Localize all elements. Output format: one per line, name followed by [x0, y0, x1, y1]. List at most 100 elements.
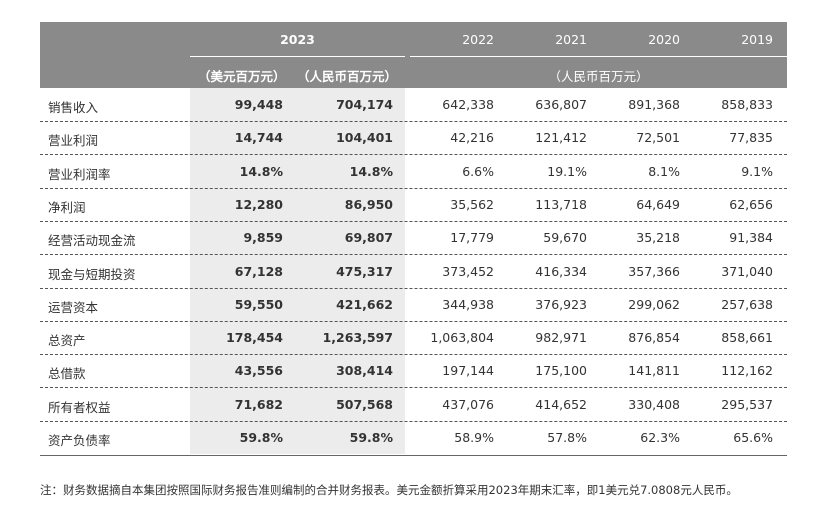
cell: 9,859	[243, 230, 283, 246]
cell: 67,128	[234, 263, 283, 279]
row-label: 营业利润率	[48, 166, 111, 182]
cell: 59,670	[543, 230, 587, 246]
cell: 43,556	[234, 363, 283, 379]
cell: 65.6%	[733, 430, 773, 445]
row-separator	[40, 254, 787, 256]
cell: 416,334	[535, 263, 587, 279]
row-separator	[40, 154, 787, 156]
cell: 475,317	[336, 263, 393, 279]
row-separator	[40, 121, 787, 122]
unit-header: （人民币百万元）	[548, 69, 649, 84]
cell: 876,854	[628, 330, 680, 346]
row-label: 销售收入	[48, 100, 99, 115]
cell: 308,414	[336, 363, 393, 379]
cell: 104,401	[336, 130, 393, 146]
unit-header: （人民币百万元）	[297, 69, 398, 84]
cell: 371,040	[721, 263, 773, 279]
row-label: 现金与短期投资	[48, 266, 136, 282]
cell: 35,562	[450, 196, 494, 212]
cell: 17,779	[450, 230, 494, 246]
cell: 421,662	[336, 296, 393, 312]
cell: 6.6%	[462, 163, 494, 179]
row-separator	[40, 387, 787, 389]
footnote: 注：财务数据摘自本集团按照国际财务报告准则编制的合并财务报表。美元金额折算采用2…	[40, 483, 738, 497]
header-bg	[40, 22, 787, 88]
cell: 86,950	[344, 196, 393, 212]
cell: 12,280	[234, 196, 283, 212]
cell: 507,568	[336, 396, 393, 412]
cell: 437,076	[442, 396, 494, 412]
cell: 141,811	[628, 363, 680, 379]
row-label: 资产负债率	[48, 433, 111, 448]
row-label: 总资产	[48, 333, 86, 349]
row-separator	[40, 220, 787, 222]
cell: 91,384	[729, 230, 773, 246]
row-separator	[40, 354, 787, 356]
cell: 373,452	[442, 263, 494, 279]
bottom-rule	[40, 455, 787, 456]
cell: 59.8%	[239, 430, 283, 445]
cell: 197,144	[442, 363, 494, 379]
row-separator	[40, 287, 787, 289]
highlight-column	[190, 88, 405, 454]
cell: 295,537	[721, 396, 773, 412]
cell: 59.8%	[349, 430, 393, 445]
header-rule	[410, 56, 787, 57]
cell: 99,448	[234, 97, 283, 112]
cell: 112,162	[721, 363, 773, 379]
cell: 1,063,804	[430, 330, 494, 346]
year-header: 2022	[462, 32, 494, 47]
cell: 59,550	[234, 296, 283, 312]
cell: 858,661	[721, 330, 773, 346]
row-label: 运营资本	[48, 299, 99, 315]
row-separator	[40, 187, 787, 189]
cell: 642,338	[442, 97, 494, 112]
row-label: 净利润	[48, 199, 86, 215]
unit-header: （美元百万元）	[198, 69, 286, 84]
row-label: 总借款	[48, 366, 86, 382]
cell: 8.1%	[648, 163, 680, 179]
cell: 344,938	[442, 296, 494, 312]
cell: 175,100	[535, 363, 587, 379]
cell: 62,656	[729, 196, 773, 212]
year-header: 2021	[555, 32, 587, 47]
cell: 62.3%	[640, 430, 680, 445]
cell: 69,807	[344, 230, 393, 246]
cell: 891,368	[628, 97, 680, 112]
cell: 1,263,597	[322, 330, 393, 346]
cell: 704,174	[336, 97, 393, 112]
cell: 42,216	[450, 130, 494, 146]
row-separator	[40, 320, 787, 322]
row-label: 经营活动现金流	[48, 233, 136, 249]
row-label: 所有者权益	[48, 399, 111, 415]
year-header: 2020	[648, 32, 680, 47]
header-rule	[190, 56, 405, 57]
cell: 376,923	[535, 296, 587, 312]
cell: 19.1%	[547, 163, 587, 179]
cell: 77,835	[729, 130, 773, 146]
year-header: 2023	[280, 32, 315, 47]
cell: 299,062	[628, 296, 680, 312]
cell: 72,501	[636, 130, 680, 146]
cell: 14,744	[234, 130, 283, 146]
cell: 58.9%	[454, 430, 494, 445]
cell: 14.8%	[239, 163, 283, 179]
row-separator	[40, 420, 787, 422]
cell: 357,366	[628, 263, 680, 279]
cell: 57.8%	[547, 430, 587, 445]
cell: 121,412	[535, 130, 587, 146]
cell: 858,833	[721, 97, 773, 112]
year-header: 2019	[741, 32, 773, 47]
cell: 64,649	[636, 196, 680, 212]
cell: 9.1%	[741, 163, 773, 179]
row-label: 营业利润	[48, 133, 99, 149]
cell: 35,218	[636, 230, 680, 246]
cell: 330,408	[628, 396, 680, 412]
cell: 71,682	[234, 396, 283, 412]
cell: 178,454	[226, 330, 283, 346]
cell: 257,638	[721, 296, 773, 312]
cell: 414,652	[535, 396, 587, 412]
cell: 636,807	[535, 97, 587, 112]
cell: 14.8%	[349, 163, 393, 179]
cell: 982,971	[535, 330, 587, 346]
